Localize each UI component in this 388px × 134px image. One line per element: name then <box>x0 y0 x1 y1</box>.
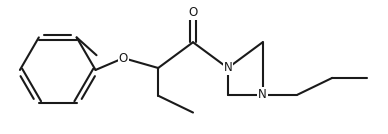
Text: O: O <box>119 52 128 65</box>
Text: N: N <box>223 62 232 75</box>
Text: N: N <box>258 88 267 101</box>
Text: O: O <box>189 6 197 19</box>
